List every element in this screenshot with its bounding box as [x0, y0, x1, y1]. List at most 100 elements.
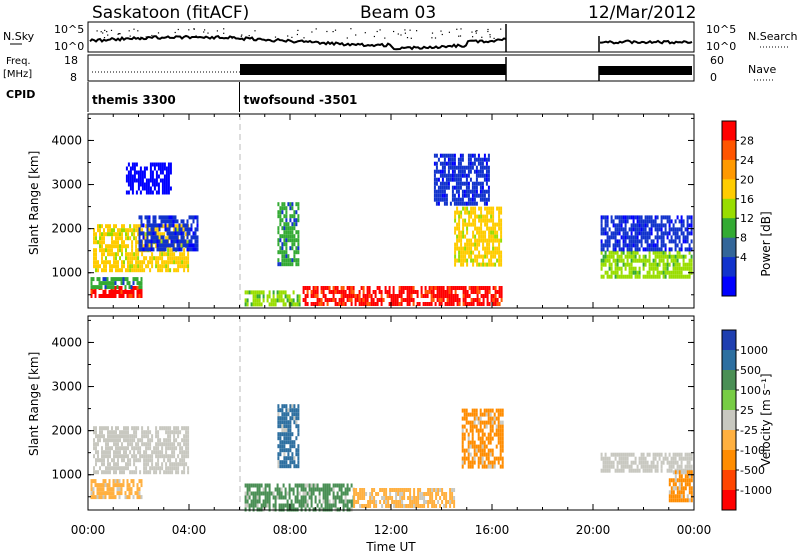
power-cell — [151, 256, 154, 261]
velocity-cell — [132, 479, 135, 484]
power-cell — [107, 232, 109, 237]
power-cell — [398, 294, 401, 298]
power-cell — [131, 244, 134, 249]
power-cell — [472, 234, 475, 239]
velocity-cell — [640, 460, 643, 465]
power-cell — [159, 268, 162, 273]
power-cell — [93, 252, 95, 257]
velocity-cell — [118, 495, 121, 500]
velocity-cell — [141, 426, 144, 431]
velocity-cell — [281, 416, 284, 421]
power-cell — [119, 228, 121, 233]
power-cell — [435, 181, 438, 186]
power-cell — [187, 256, 190, 261]
velocity-colorbar-tick-label: -1000 — [740, 484, 772, 497]
power-cell — [167, 174, 170, 179]
power-cell — [666, 258, 669, 263]
power-cell — [175, 256, 178, 261]
power-cell — [184, 227, 187, 232]
power-cell — [285, 262, 288, 267]
power-cell — [362, 294, 365, 298]
power-cell — [139, 268, 142, 273]
velocity-cell — [97, 450, 99, 455]
power-cell — [194, 215, 197, 220]
velocity-cell — [129, 434, 132, 439]
power-cell — [157, 256, 160, 261]
power-cell — [456, 210, 459, 215]
nsearch-dot — [287, 35, 289, 37]
power-cell — [682, 274, 685, 279]
velocity-cell — [310, 487, 313, 492]
power-cell — [470, 298, 473, 302]
power-cell — [103, 264, 105, 269]
velocity-cell — [127, 466, 129, 471]
power-cell — [406, 298, 409, 302]
velocity-cell — [483, 460, 486, 465]
power-cell — [480, 230, 483, 235]
power-cell — [338, 298, 341, 302]
power-cell — [486, 302, 489, 306]
power-cell — [450, 286, 453, 290]
velocity-cell — [181, 458, 184, 463]
power-cell — [176, 231, 179, 236]
velocity-cell — [636, 468, 639, 473]
velocity-cell — [495, 424, 498, 429]
power-cell — [187, 260, 190, 265]
power-cell — [469, 153, 472, 158]
velocity-cell — [161, 426, 164, 431]
power-cell — [160, 247, 163, 252]
power-cell — [128, 281, 131, 286]
power-cell — [666, 254, 669, 259]
power-cell — [112, 290, 115, 294]
power-cell — [154, 215, 157, 220]
power-cell — [190, 215, 193, 220]
nsearch-dot — [174, 31, 176, 34]
velocity-cell — [285, 408, 288, 413]
power-cell — [111, 252, 113, 257]
power-cell — [474, 290, 477, 294]
velocity-cell — [328, 499, 331, 504]
power-cell — [109, 224, 111, 229]
power-cell — [468, 210, 471, 215]
power-cell — [674, 258, 677, 263]
power-cell — [149, 174, 152, 179]
power-cell — [151, 190, 154, 195]
velocity-cell — [489, 424, 492, 429]
power-cell — [344, 302, 347, 306]
velocity-cell — [654, 464, 657, 469]
power-cell — [111, 228, 113, 233]
power-cell — [485, 189, 488, 194]
power-cell — [438, 302, 441, 306]
power-cell — [285, 258, 288, 263]
velocity-cell — [473, 452, 476, 457]
power-cell — [182, 235, 185, 240]
power-cell — [467, 185, 470, 190]
power-cell — [161, 268, 164, 273]
velocity-cell — [642, 460, 645, 465]
power-cell — [456, 246, 459, 251]
power-cell — [690, 258, 693, 263]
power-cell — [672, 227, 675, 232]
velocity-cell — [318, 495, 321, 500]
velocity-cell — [483, 448, 486, 453]
power-cell — [496, 302, 499, 306]
power-cell — [638, 270, 641, 275]
velocity-cell — [250, 499, 253, 504]
velocity-cell — [246, 487, 249, 492]
power-cell — [295, 218, 298, 223]
power-cell — [344, 290, 347, 294]
power-cell — [674, 243, 677, 248]
power-cell — [498, 214, 501, 219]
power-cell — [646, 235, 649, 240]
power-cell — [490, 294, 493, 298]
power-cell — [487, 157, 490, 162]
power-cell — [280, 294, 283, 299]
power-cell — [138, 231, 141, 236]
power-cell — [618, 239, 621, 244]
nsearch-dot — [195, 35, 197, 37]
power-cell — [101, 256, 103, 261]
power-cell — [632, 250, 635, 255]
power-cell — [666, 266, 669, 271]
power-cell — [672, 223, 675, 228]
velocity-colorbar-swatch — [722, 410, 736, 431]
